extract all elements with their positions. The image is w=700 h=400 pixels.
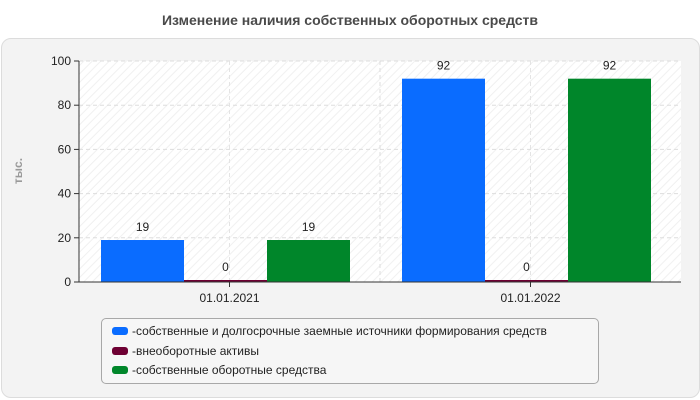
legend-prefix: - [132,344,136,358]
legend-item: - собственные и долгосрочные заемные ист… [112,322,547,340]
bar [267,240,350,282]
data-label: 92 [437,59,451,73]
legend-prefix: - [132,324,136,338]
y-tick-label: 100 [51,54,71,68]
legend-prefix: - [132,363,136,377]
x-tick-labels: 01.01.2021 01.01.2022 [199,291,560,305]
y-tick-label: 20 [58,231,72,245]
data-label: 0 [523,260,530,274]
data-label: 19 [302,220,316,234]
legend-label: собственные и долгосрочные заемные источ… [136,324,547,338]
bars [101,78,651,283]
legend-label: собственные оборотные средства [136,363,327,377]
data-labels: 19 0 19 92 0 92 [136,59,617,274]
x-tick-label: 01.01.2021 [199,291,259,305]
bar [485,280,568,282]
y-tick-labels: 0 20 40 60 80 100 [51,54,71,289]
bar [101,240,184,282]
chart-title: Изменение наличия собственных оборотных … [161,12,539,28]
legend: - собственные и долгосрочные заемные ист… [101,318,599,384]
y-tick-label: 0 [64,275,71,289]
bar [184,280,267,282]
legend-swatch-icon [112,366,128,374]
legend-item: - собственные оборотные средства [112,361,326,379]
bar [568,78,651,283]
y-tick-label: 40 [58,187,72,201]
y-tick-label: 60 [58,142,72,156]
y-axis-label: тыс. [11,158,25,184]
data-label: 19 [136,220,150,234]
legend-swatch-icon [112,347,128,355]
legend-swatch-icon [112,327,128,335]
axes [74,60,681,287]
legend-label: внеоборотные активы [136,344,259,358]
x-tick-label: 01.01.2022 [500,291,560,305]
data-label: 0 [222,260,229,274]
data-label: 92 [603,59,617,73]
bar [402,78,485,283]
legend-item: - внеоборотные активы [112,342,259,360]
grid-lines [79,60,681,282]
y-tick-label: 80 [58,98,72,112]
